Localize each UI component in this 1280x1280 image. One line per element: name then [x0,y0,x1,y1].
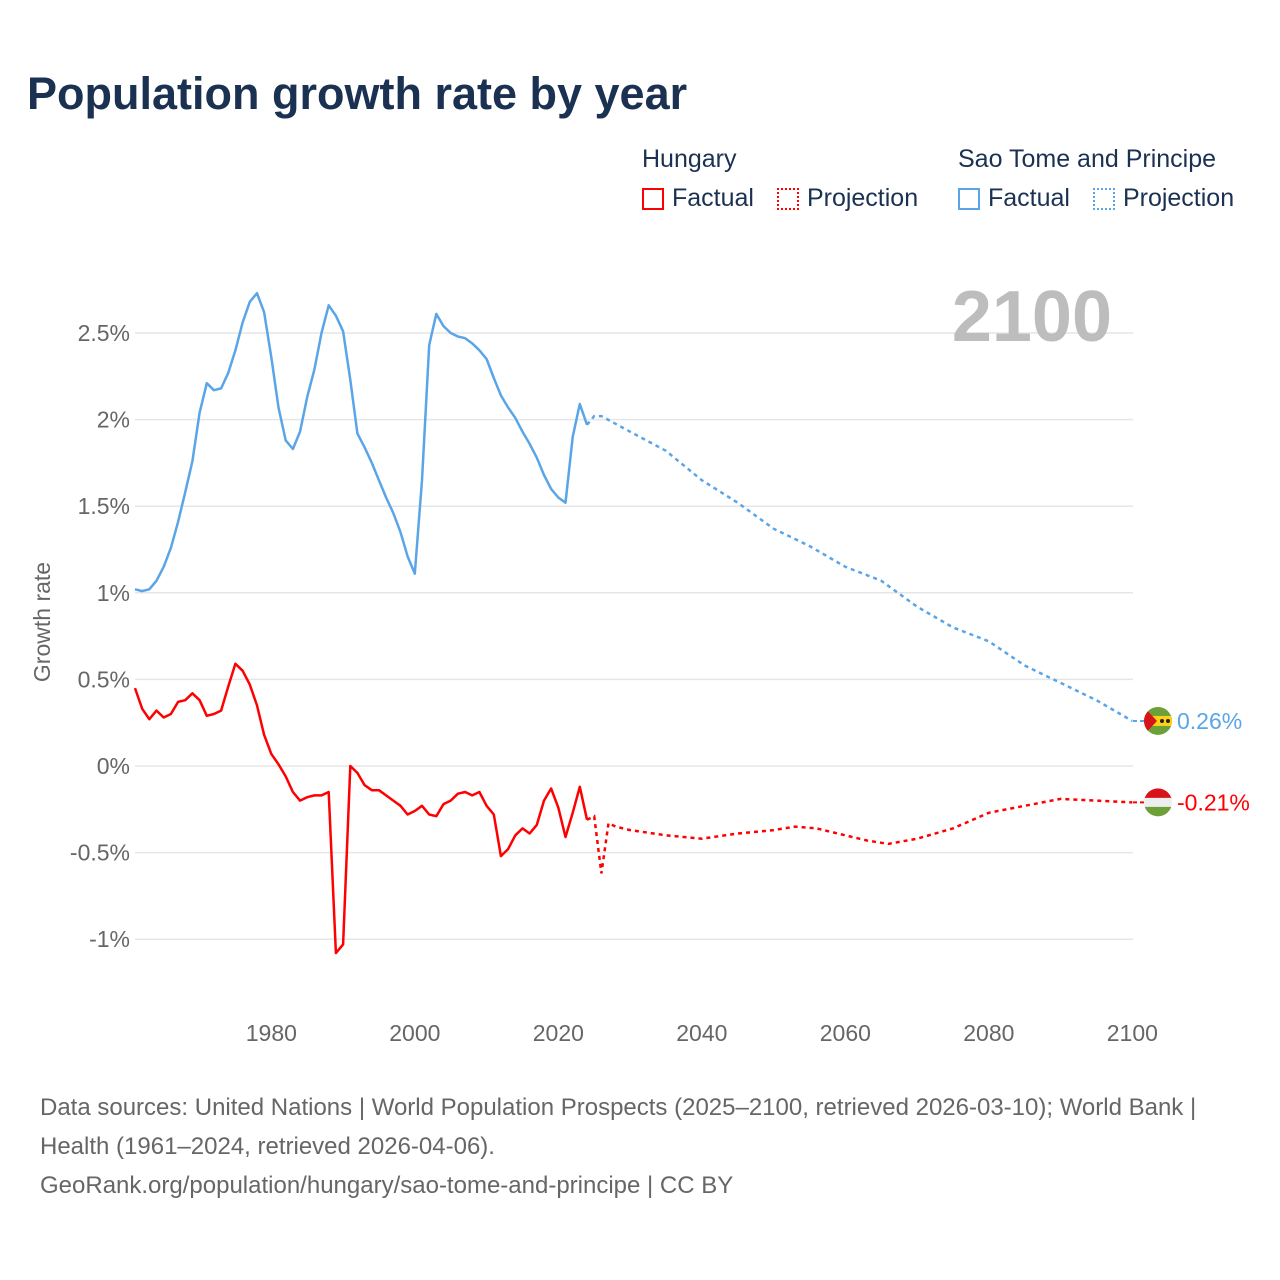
x-tick-label: 1980 [246,1020,297,1046]
y-tick-label: -0.5% [70,840,130,866]
flag-body [1144,788,1172,817]
legend-country: Hungary [642,145,737,173]
legend-sao-tome: Sao Tome and Principe Factual Projection [958,145,1250,217]
legend-label: Factual [672,184,754,212]
flag-triangle [1144,706,1157,735]
dotted-swatch-icon [776,187,799,210]
hungary-factual-line [133,662,589,955]
legend-item-projection[interactable]: Projection [1092,184,1235,213]
y-tick-label: 2.5% [78,320,130,346]
hungary-flag-icon [1144,788,1172,817]
y-tick-label: 0.5% [78,666,130,692]
x-tick-label: 2060 [820,1020,871,1046]
flag-stripe [1144,788,1172,799]
y-tick-label: 1% [97,580,130,606]
flag-stripe [1144,715,1172,726]
source-link[interactable]: GeoRank.org/population/hungary/sao-tome-… [40,1172,734,1199]
data-sources: Data sources: United Nations | World Pop… [40,1094,1197,1160]
flag-star [1160,718,1164,723]
legend-label: Projection [1122,184,1235,212]
y-tick-label: 0% [97,753,130,779]
flag-stripe [1144,806,1172,817]
y-tick-label: 2% [97,407,130,433]
legend-hungary: Hungary Factual Projection [642,145,934,217]
flag-star [1166,718,1170,723]
dotted-swatch-icon [1092,187,1115,210]
legend-label: Projection [806,184,919,212]
legend-label: Factual [988,184,1070,212]
x-tick-label: 2040 [676,1020,727,1046]
x-tick-label: 2000 [389,1020,440,1046]
sao-tome-and-principe-projection-line [586,414,1133,723]
legend-item-factual[interactable]: Factual [642,184,754,213]
x-tick-label: 2100 [1107,1020,1158,1046]
hungary-projection-line [586,797,1133,874]
y-axis-label: Growth rate [29,562,55,682]
hungary-end-label: -0.21% [1177,789,1250,815]
sao-tome-flag-icon [1144,706,1172,735]
sao-tome-and-principe-end-label: 0.26% [1177,708,1242,734]
chart-title: Population growth rate by year [27,68,688,119]
flag-body [1144,706,1172,735]
footer: Data sources: United Nations | World Pop… [40,1088,1240,1205]
year-display: 2100 [952,277,1112,357]
flag-stripe [1144,797,1172,807]
sao-tome-and-principe-factual-line [134,291,589,593]
legend-item-factual[interactable]: Factual [958,184,1070,213]
y-tick-label: 1.5% [78,493,130,519]
x-tick-label: 2020 [533,1020,584,1046]
solid-swatch-icon [958,187,980,210]
y-tick-label: -1% [89,926,130,952]
solid-swatch-icon [642,187,664,210]
x-tick-label: 2080 [963,1020,1014,1046]
legend-item-projection[interactable]: Projection [776,184,919,213]
legend-country: Sao Tome and Principe [958,145,1217,173]
